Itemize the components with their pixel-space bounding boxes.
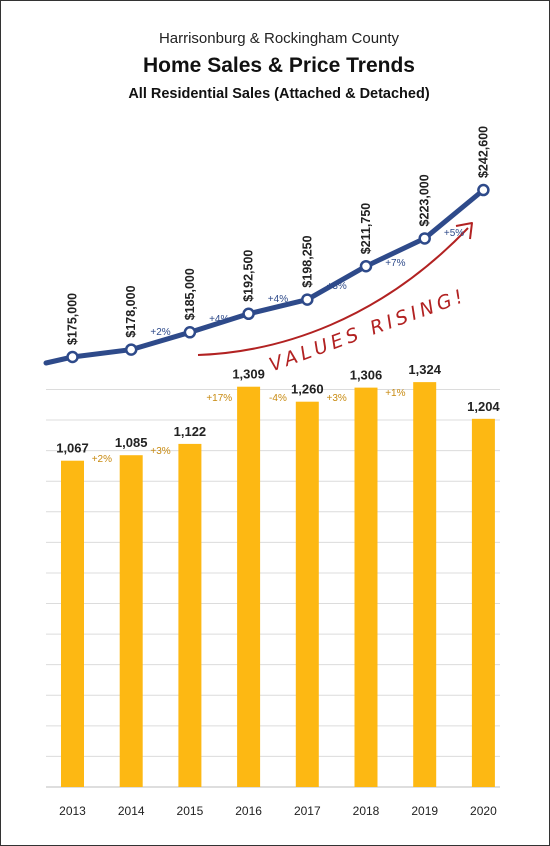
- bar-change-label: +17%: [206, 393, 232, 404]
- price-value-label-2015: $185,000: [183, 268, 197, 320]
- bar-value-labels: 1,067 1,085 1,122 1,309 1,260 1,306 1,324 1,204: [56, 362, 500, 456]
- bar-2015: [178, 443, 202, 787]
- bar-value-label-2017: 1,260: [291, 382, 324, 397]
- x-tick-2020: 2020: [470, 804, 497, 818]
- bar-change-label: +1%: [385, 388, 405, 399]
- price-point-2019: [418, 232, 431, 245]
- bar-change-label: +3%: [150, 446, 170, 457]
- chart-subtitle: All Residential Sales (Attached & Detach…: [128, 86, 430, 102]
- price-change-label: +2%: [150, 327, 170, 338]
- x-tick-2018: 2018: [353, 804, 380, 818]
- bar-change-labels: +2% +3% +17% -4% +3% +1%: [92, 388, 406, 465]
- bar-2020: [471, 418, 495, 787]
- bar-change-label: +3%: [327, 393, 347, 404]
- price-value-labels: $175,000 $178,000 $185,000 $192,500 $198,250…: [66, 126, 491, 345]
- price-change-label: +4%: [268, 294, 288, 305]
- chart-title-line1: Harrisonburg & Rockingham County: [159, 30, 400, 47]
- price-point-2017: [301, 293, 314, 306]
- bar-2016: [237, 386, 261, 787]
- price-change-label: +5%: [444, 228, 464, 239]
- price-point-2014: [124, 343, 138, 356]
- price-value-label-2014: $178,000: [124, 285, 138, 337]
- bar-change-label: +2%: [92, 454, 112, 465]
- x-tick-2015: 2015: [177, 804, 204, 818]
- bar-series: [61, 382, 495, 787]
- bar-2014: [119, 455, 143, 787]
- price-point-2016: [242, 307, 255, 321]
- price-line-series: [43, 183, 490, 366]
- price-value-label-2016: $192,500: [242, 250, 256, 302]
- price-point-2020: [477, 183, 490, 197]
- bar-2013: [61, 460, 84, 787]
- bar-2017: [295, 401, 319, 787]
- price-change-label: +4%: [209, 314, 229, 325]
- price-point-2018: [359, 259, 373, 273]
- price-value-label-2013: $175,000: [66, 293, 80, 345]
- bar-value-label-2019: 1,324: [408, 362, 441, 377]
- bar-2019: [413, 382, 437, 787]
- bar-value-label-2013: 1,067: [56, 441, 89, 456]
- bar-value-label-2015: 1,122: [174, 424, 207, 439]
- price-value-label-2017: $198,250: [300, 235, 314, 287]
- x-tick-2014: 2014: [118, 804, 145, 818]
- x-tick-2016: 2016: [235, 804, 262, 818]
- bar-value-label-2020: 1,204: [467, 399, 500, 414]
- chart-title: Home Sales & Price Trends: [143, 54, 415, 77]
- rising-arrow-head-icon: [455, 222, 473, 240]
- bar-value-label-2016: 1,309: [232, 367, 265, 382]
- price-point-2015: [183, 326, 197, 339]
- bar-value-label-2018: 1,306: [350, 368, 383, 383]
- x-axis-tick-labels: 2013 2014 2015 2016 2017 2018 2019 2020: [59, 804, 497, 818]
- x-tick-2019: 2019: [411, 804, 438, 818]
- price-value-label-2019: $223,000: [418, 174, 432, 226]
- x-tick-2013: 2013: [59, 804, 86, 818]
- x-tick-2017: 2017: [294, 804, 321, 818]
- price-change-label: +7%: [385, 258, 405, 269]
- price-value-label-2020: $242,600: [476, 126, 490, 178]
- price-point-2013: [66, 350, 79, 364]
- bar-2018: [354, 387, 378, 787]
- price-value-label-2018: $211,750: [359, 203, 373, 254]
- bar-change-label: -4%: [269, 393, 287, 404]
- rising-arrow: [197, 227, 469, 356]
- bar-value-label-2014: 1,085: [115, 435, 148, 450]
- price-change-labels: +2% +4% +4% +3% +7% +5%: [150, 228, 464, 338]
- price-change-label: +3%: [327, 281, 347, 292]
